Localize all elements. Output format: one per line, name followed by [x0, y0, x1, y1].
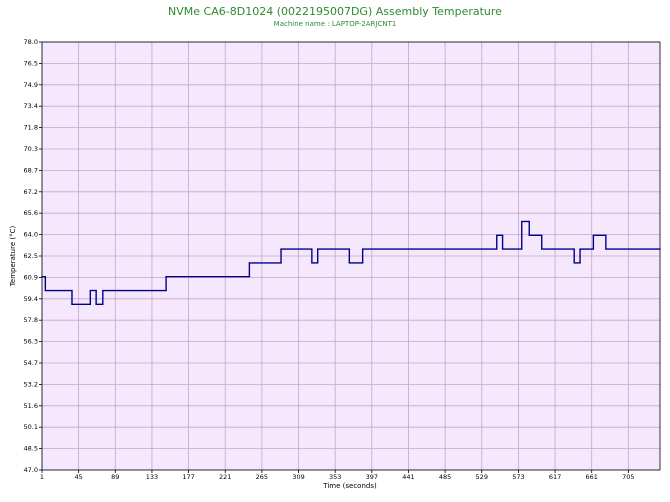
x-axis-label: Time (seconds) — [322, 482, 377, 490]
y-tick-label: 60.9 — [24, 273, 38, 281]
y-tick-label: 67.2 — [24, 188, 38, 196]
y-tick-label: 76.5 — [24, 59, 38, 67]
y-tick-label: 73.4 — [24, 102, 38, 110]
y-tick-label: 56.3 — [24, 338, 38, 346]
x-tick-label: 617 — [549, 473, 561, 481]
y-tick-label: 48.5 — [24, 445, 38, 453]
y-tick-label: 74.9 — [24, 81, 38, 89]
x-tick-label: 133 — [146, 473, 158, 481]
y-tick-label: 59.4 — [24, 295, 38, 303]
y-tick-label: 71.8 — [24, 124, 38, 132]
y-tick-label: 51.6 — [24, 402, 38, 410]
x-tick-label: 441 — [402, 473, 414, 481]
y-tick-label: 50.1 — [24, 423, 38, 431]
x-tick-label: 1 — [40, 473, 44, 481]
x-tick-label: 177 — [182, 473, 194, 481]
y-tick-label: 57.8 — [24, 316, 38, 324]
plot-frame — [41, 41, 661, 471]
chart-subtitle: Machine name : LAPTOP-2ARJCNT1 — [274, 20, 397, 28]
x-tick-label: 309 — [292, 473, 304, 481]
y-axis-label: Temperature (°C) — [9, 226, 17, 288]
x-tick-label: 89 — [111, 473, 119, 481]
x-tick-label: 705 — [622, 473, 634, 481]
x-tick-label: 221 — [219, 473, 231, 481]
y-tick-label: 65.6 — [24, 209, 38, 217]
y-tick-label: 62.5 — [24, 252, 38, 260]
x-tick-label: 529 — [476, 473, 488, 481]
y-tick-label: 53.2 — [24, 380, 38, 388]
y-tick-label: 78.0 — [24, 38, 38, 46]
x-tick-label: 573 — [512, 473, 524, 481]
chart-title: NVMe CA6-8D1024 (0022195007DG) Assembly … — [168, 5, 502, 18]
y-tick-label: 70.3 — [24, 145, 38, 153]
y-tick-label: 68.7 — [24, 166, 38, 174]
x-tick-label: 397 — [366, 473, 378, 481]
x-tick-label: 353 — [329, 473, 341, 481]
x-tick-label: 661 — [585, 473, 597, 481]
x-tick-label: 45 — [75, 473, 83, 481]
y-tick-label: 47.0 — [24, 466, 38, 474]
x-tick-label: 265 — [256, 473, 268, 481]
y-tick-label: 64.0 — [24, 231, 38, 239]
y-tick-label: 54.7 — [24, 359, 38, 367]
x-tick-label: 485 — [439, 473, 451, 481]
